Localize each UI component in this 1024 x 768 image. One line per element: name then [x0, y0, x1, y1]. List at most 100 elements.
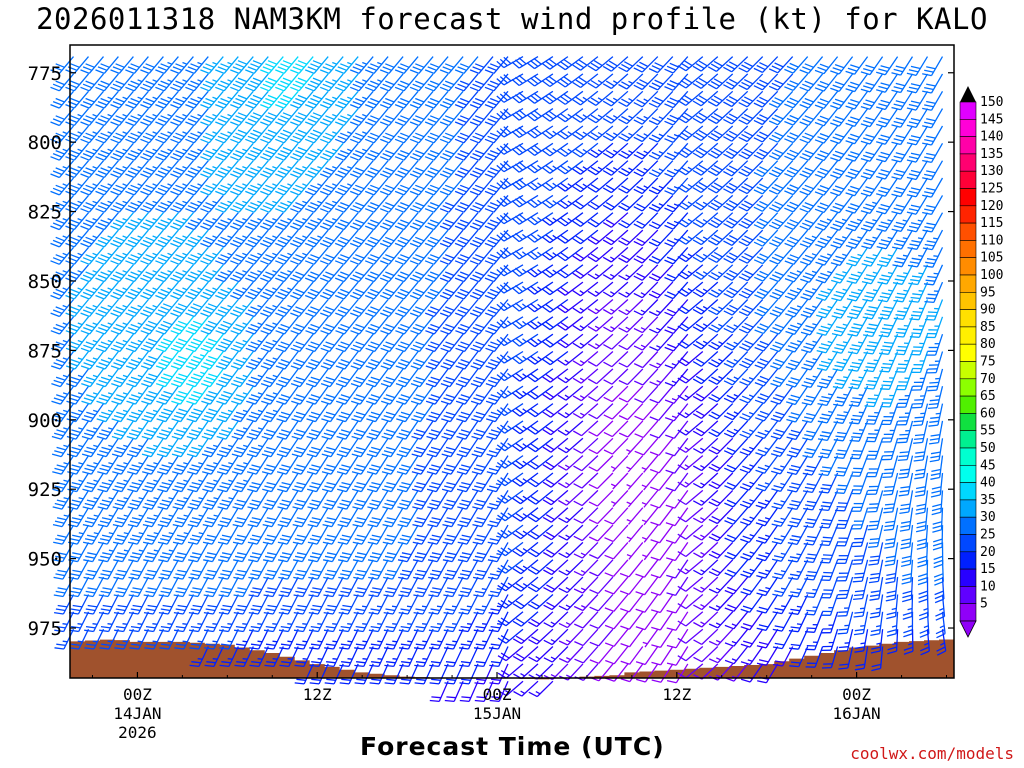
wind-barb	[424, 177, 449, 196]
wind-barb	[818, 455, 839, 477]
wind-barb	[602, 229, 629, 246]
wind-barb	[573, 559, 599, 577]
wind-barb	[664, 56, 689, 74]
wind-barb	[910, 351, 929, 374]
wind-barb	[290, 177, 314, 196]
wind-barb	[677, 229, 704, 245]
wind-barb	[155, 368, 179, 388]
wind-barb	[427, 490, 449, 510]
wind-barb	[936, 629, 947, 656]
wind-barb	[485, 368, 509, 388]
wind-barb	[677, 73, 704, 89]
wind-barb	[666, 646, 689, 666]
wind-barb	[157, 507, 179, 528]
wind-barb	[496, 420, 524, 434]
wind-barb	[876, 90, 899, 111]
wind-barb	[260, 73, 284, 92]
wind-barb	[677, 489, 704, 506]
wind-barb	[170, 56, 194, 75]
x-axis-title: Forecast Time (UTC)	[360, 732, 665, 761]
wind-barb	[587, 73, 614, 89]
wind-barb	[394, 246, 419, 265]
wind-barb	[304, 142, 329, 161]
wind-barb	[50, 108, 74, 127]
wind-barb	[830, 160, 854, 179]
wind-barb	[440, 351, 464, 370]
wind-barb	[891, 229, 914, 250]
source-credit[interactable]: coolwx.com/models	[850, 744, 1014, 763]
wind-barb	[896, 403, 914, 426]
wind-barb	[692, 420, 719, 437]
wind-barb	[800, 264, 824, 283]
wind-barb	[899, 507, 914, 532]
wind-barb	[557, 56, 584, 71]
wind-barb	[203, 594, 224, 615]
wind-barb	[174, 611, 194, 633]
wind-barb	[365, 351, 389, 370]
wind-barb	[290, 73, 314, 92]
wind-barb	[444, 663, 464, 685]
wind-barb	[526, 160, 554, 174]
wind-barb	[573, 576, 599, 594]
wind-barb	[155, 264, 179, 283]
wind-barb	[128, 576, 149, 598]
wind-barb	[876, 247, 899, 268]
wind-barb	[837, 629, 854, 653]
wind-barb	[853, 611, 869, 636]
wind-barb	[708, 472, 734, 490]
wind-barb	[542, 403, 569, 418]
wind-barb	[558, 559, 584, 576]
wind-barb	[215, 108, 239, 127]
wind-barb	[125, 299, 149, 318]
wind-barb	[275, 212, 299, 231]
wind-barb	[469, 246, 494, 265]
wind-barb	[618, 299, 644, 316]
wind-barb	[260, 229, 284, 248]
wind-barb	[473, 611, 494, 633]
wind-barb	[484, 73, 509, 92]
wind-barb	[110, 316, 134, 335]
wind-barb	[249, 628, 269, 650]
wind-barb	[394, 160, 419, 179]
wind-barb	[215, 281, 239, 300]
wind-barb	[849, 420, 869, 442]
wind-barb	[113, 594, 134, 615]
wind-barb	[572, 385, 599, 402]
wind-barb	[838, 646, 854, 670]
wind-barb	[68, 542, 90, 563]
wind-barb	[864, 368, 884, 390]
wind-barb	[648, 90, 674, 108]
wind-barb	[804, 559, 824, 581]
wind-barb	[693, 628, 719, 645]
wind-barb	[692, 229, 719, 246]
wind-barb	[277, 542, 299, 563]
wind-barb	[424, 142, 449, 161]
wind-barb	[884, 542, 899, 567]
wind-barb	[723, 229, 749, 246]
wind-barb	[304, 212, 329, 231]
wind-barb	[110, 351, 134, 370]
wind-barb	[155, 177, 179, 196]
wind-barb	[572, 403, 599, 419]
colorbar-bin	[959, 361, 977, 380]
wind-barb	[618, 316, 644, 333]
wind-barb	[409, 212, 434, 231]
wind-barb	[665, 490, 689, 509]
wind-barb	[263, 559, 284, 580]
wind-barb	[189, 611, 209, 633]
wind-barb	[337, 542, 359, 563]
wind-barb	[155, 56, 179, 75]
wind-barb	[233, 559, 254, 580]
wind-barb	[125, 264, 149, 283]
wind-barb	[200, 246, 224, 265]
wind-barb	[800, 299, 824, 318]
wind-barb	[677, 455, 704, 471]
wind-barb	[279, 628, 299, 650]
wind-barb	[558, 489, 584, 506]
wind-barb	[893, 281, 914, 303]
wind-barb	[334, 246, 359, 265]
wind-barb	[395, 299, 419, 318]
wind-barb	[740, 646, 764, 666]
wind-barb	[814, 90, 839, 110]
wind-barb	[394, 56, 419, 75]
